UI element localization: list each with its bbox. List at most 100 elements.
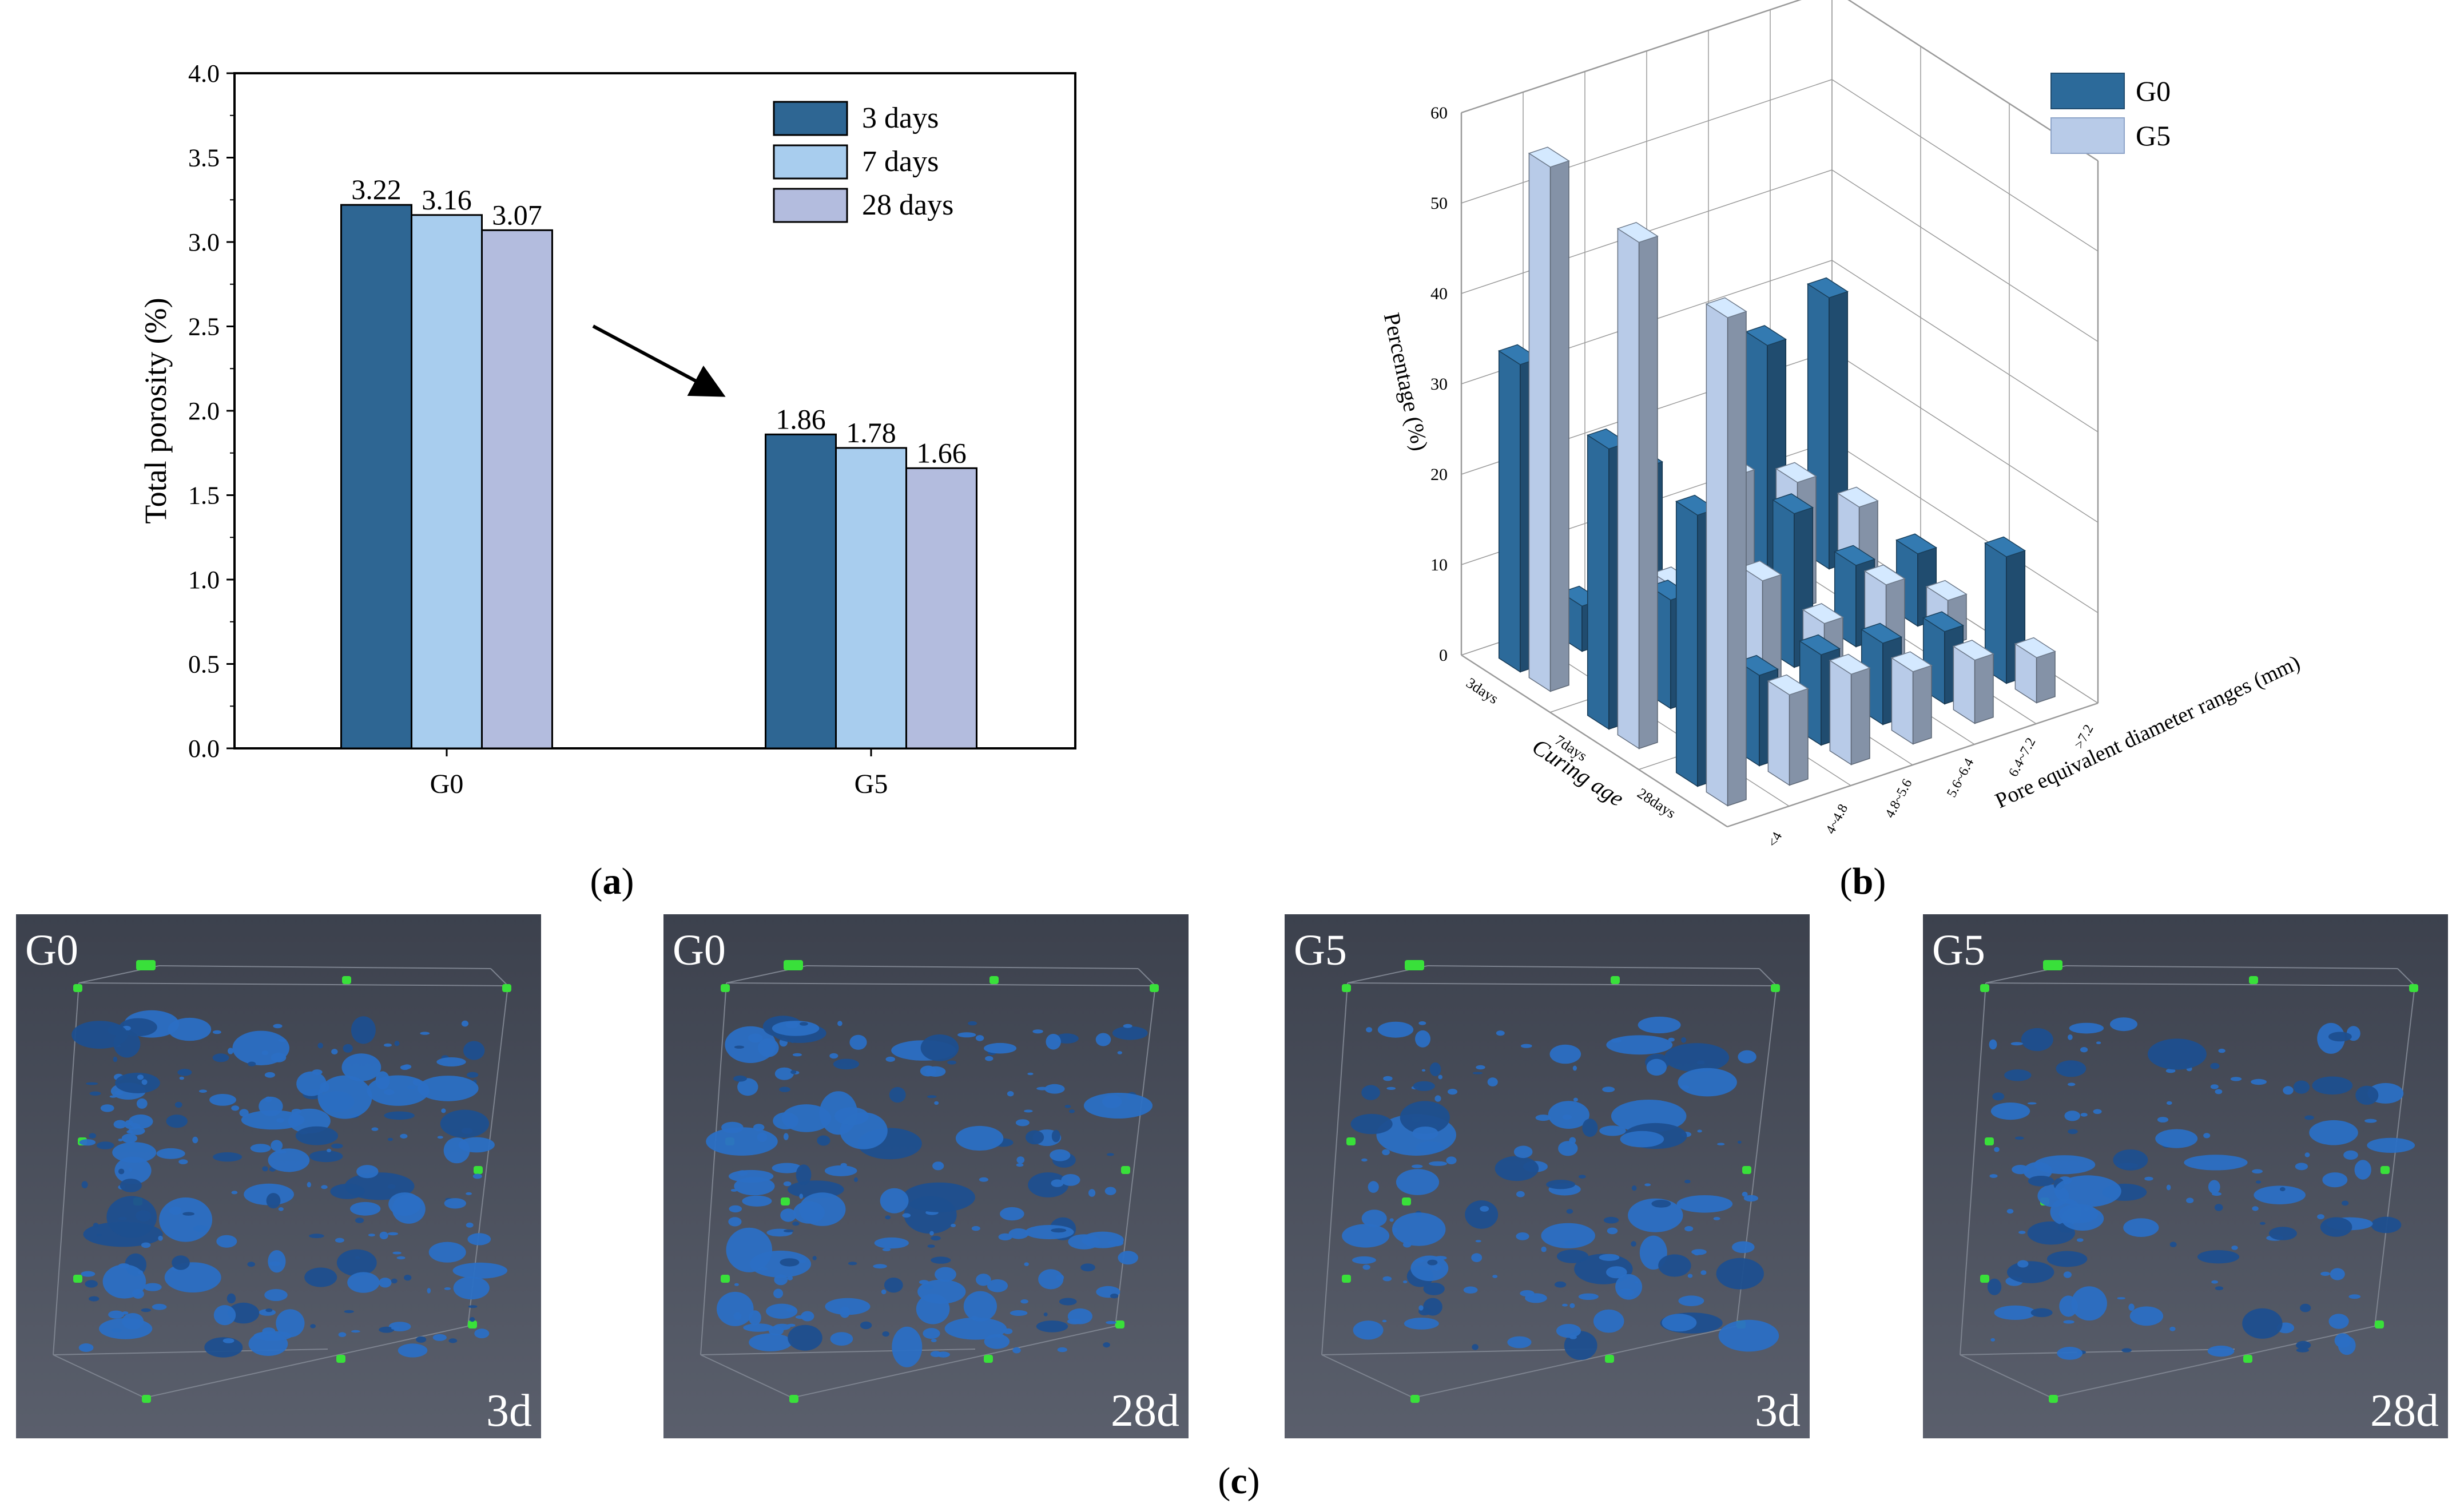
pore xyxy=(2367,1137,2415,1153)
pore xyxy=(2210,1062,2220,1069)
pore xyxy=(1472,1344,1479,1350)
pore xyxy=(331,1143,343,1149)
pore xyxy=(213,1305,236,1326)
y-tick-label: 3.5 xyxy=(188,144,220,172)
pore xyxy=(931,1339,937,1342)
pore xyxy=(461,1020,469,1027)
pore xyxy=(262,1166,268,1172)
pore xyxy=(1599,1254,1620,1261)
pore xyxy=(192,1136,198,1144)
y-axis-label: Total porosity (%) xyxy=(138,298,173,524)
pore xyxy=(880,1188,909,1213)
pore xyxy=(882,1248,891,1251)
pore xyxy=(2077,1238,2084,1242)
bar3d-G5-28days-range2 xyxy=(1829,653,1871,766)
legend-swatch xyxy=(773,144,848,180)
pore xyxy=(2046,1251,2088,1267)
ct-scan-G0-3d: G0 3d xyxy=(16,914,541,1438)
grid-line xyxy=(1831,79,2099,252)
pore xyxy=(1068,1234,1100,1250)
z-tick-label: 10 xyxy=(1430,556,1448,574)
bounding-box-edge xyxy=(1138,968,1156,986)
pore xyxy=(138,1270,144,1275)
pore xyxy=(706,1127,778,1156)
pore xyxy=(927,1095,937,1098)
pore xyxy=(226,1293,236,1304)
pore xyxy=(824,1165,857,1176)
corner-marker xyxy=(336,1355,345,1363)
pore xyxy=(2355,1085,2379,1105)
pore xyxy=(1717,1143,1725,1145)
pore xyxy=(1556,1324,1581,1338)
pore xyxy=(356,1165,379,1179)
pore xyxy=(1628,1198,1683,1232)
pore xyxy=(2215,1089,2223,1094)
corner-marker xyxy=(2409,984,2418,992)
corner-marker xyxy=(468,1320,477,1328)
range-tick-label: 4~4.8 xyxy=(1823,802,1851,836)
pore xyxy=(1108,1239,1124,1247)
pore xyxy=(729,1205,742,1213)
scan-sample-label: G5 xyxy=(1932,926,1985,974)
pore xyxy=(1602,1086,1615,1092)
pore xyxy=(779,1086,790,1092)
pore xyxy=(115,1072,160,1093)
pore xyxy=(271,1053,287,1062)
bounding-box-edge xyxy=(1960,1349,2235,1355)
pore xyxy=(1475,1240,1481,1243)
pore xyxy=(2254,1185,2306,1204)
pore xyxy=(2348,1294,2361,1299)
pore xyxy=(2093,1109,2102,1115)
pore xyxy=(427,1288,431,1294)
scan-sample-label: G0 xyxy=(673,926,726,974)
pore xyxy=(1043,1312,1048,1316)
pore xyxy=(1681,1037,1687,1043)
pore xyxy=(120,1179,142,1192)
pore xyxy=(2293,1080,2310,1094)
pore xyxy=(1361,1158,1368,1162)
bounding-box-edge xyxy=(1960,1354,2052,1398)
pore xyxy=(2121,1348,2132,1353)
bar-value-label: 1.78 xyxy=(846,417,896,449)
pore xyxy=(884,1278,903,1293)
pore xyxy=(2068,1082,2076,1086)
corner-marker xyxy=(989,976,999,984)
pore xyxy=(276,1118,285,1123)
pore xyxy=(800,1022,808,1026)
pore xyxy=(387,1137,394,1141)
pore xyxy=(1083,1093,1153,1119)
pore xyxy=(1569,1335,1577,1339)
pore xyxy=(1558,1141,1578,1156)
pore xyxy=(2004,1069,2032,1081)
pore xyxy=(93,1223,99,1228)
pore xyxy=(968,1021,977,1026)
bounding-box-edge xyxy=(78,982,508,986)
bar-value-label: 1.86 xyxy=(776,403,826,435)
pore xyxy=(331,1049,338,1055)
pore xyxy=(400,1133,408,1139)
pore xyxy=(428,1242,466,1263)
corner-marker xyxy=(1405,960,1424,970)
grid-line xyxy=(1727,702,2099,828)
pore xyxy=(923,1328,940,1339)
pore xyxy=(102,1264,146,1299)
pore xyxy=(975,1035,984,1041)
pore xyxy=(2169,1242,2177,1247)
bar-value-label: 3.07 xyxy=(492,199,542,231)
grid-line xyxy=(1831,169,2099,342)
pore xyxy=(1476,1065,1485,1070)
pore xyxy=(466,1222,474,1228)
pore xyxy=(2058,1204,2099,1223)
pore xyxy=(1412,1127,1438,1140)
pore xyxy=(1106,1320,1116,1324)
pore xyxy=(737,1078,758,1096)
pore xyxy=(156,1148,185,1159)
corner-marker xyxy=(73,1275,82,1283)
pore xyxy=(796,1164,812,1185)
bounding-box-edge xyxy=(726,982,1156,986)
corner-marker xyxy=(1346,1137,1356,1145)
z-tick-label: 20 xyxy=(1430,465,1448,484)
pore xyxy=(2203,1133,2211,1139)
pore xyxy=(1044,1084,1065,1094)
pore xyxy=(398,1343,428,1358)
